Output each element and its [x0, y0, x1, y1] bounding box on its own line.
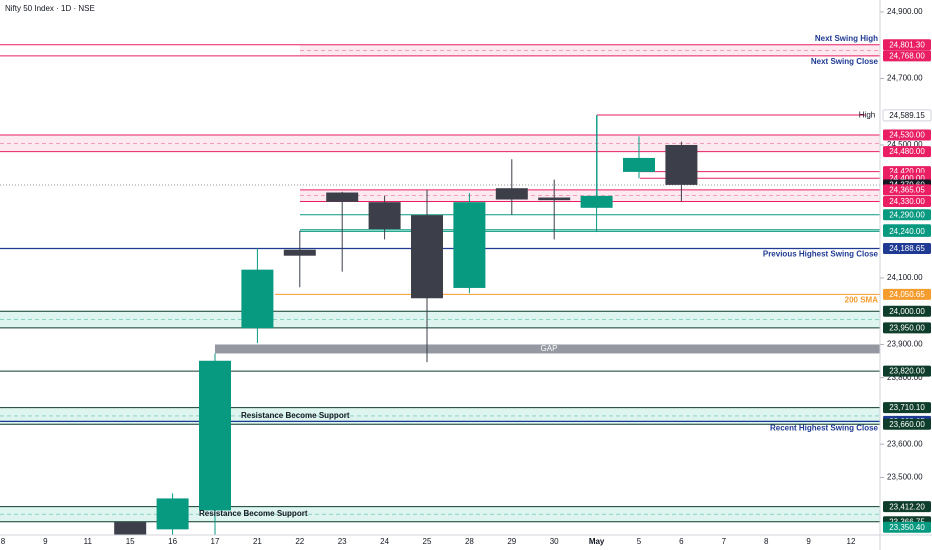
price-badge-label: 24,188.65	[889, 244, 925, 253]
candle-body	[156, 498, 189, 530]
x-tick-label: 28	[465, 537, 474, 546]
candle-body	[665, 144, 698, 185]
y-tick-label: 23,500.00	[887, 473, 923, 482]
chart-title: Nifty 50 Index · 1D · NSE	[5, 4, 95, 13]
price-badge	[883, 195, 931, 207]
price-badge	[883, 365, 931, 377]
x-tick-label: 15	[126, 537, 135, 546]
annotation: Resistance Become Support	[199, 509, 308, 518]
price-badge-label: 24,050.65	[889, 290, 925, 299]
price-badge-label: 24,530.00	[889, 131, 925, 140]
candle-body	[411, 215, 443, 299]
x-tick-label: 8	[764, 537, 769, 546]
x-tick-label: 6	[679, 537, 684, 546]
annotation: Resistance Become Support	[241, 411, 350, 420]
price-badge	[883, 50, 931, 62]
y-tick-label: 24,900.00	[887, 7, 923, 16]
price-badge	[883, 209, 931, 221]
price-badge	[883, 184, 931, 196]
gap-zone	[215, 344, 880, 354]
price-badge	[883, 129, 931, 141]
price-badge-label: 24,000.00	[889, 307, 925, 316]
zone	[0, 311, 880, 328]
zone	[0, 134, 880, 152]
plot-area: GAP Resistance Become Support Resistance B…	[0, 44, 880, 535]
candle-body	[453, 202, 486, 288]
x-tick-label: 9	[806, 537, 811, 546]
price-badge	[883, 418, 931, 430]
price-badge-label: 23,710.10	[889, 403, 925, 412]
y-tick-label: 24,100.00	[887, 273, 923, 282]
x-tick-label: 12	[847, 537, 856, 546]
price-badge-label: 24,330.00	[889, 197, 925, 206]
price-badge	[883, 402, 931, 414]
price-badge-label: 24,801.30	[889, 40, 925, 49]
level-text: Next Swing High	[815, 34, 878, 43]
price-badge-label: 23,412.20	[889, 502, 925, 511]
x-tick-label: May	[589, 537, 605, 546]
level-text: Next Swing Close	[811, 57, 879, 66]
annotation: GAP	[541, 344, 558, 353]
candle-body	[538, 197, 571, 201]
x-tick-label: 8	[1, 537, 6, 546]
candle-body	[326, 192, 359, 202]
x-tick-label: 24	[380, 537, 389, 546]
level-text: High	[859, 110, 875, 119]
price-badge	[882, 109, 932, 122]
price-badge-label: 24,290.00	[889, 210, 925, 219]
candle-body	[283, 249, 316, 256]
price-badge-label: 24,768.00	[889, 51, 925, 60]
x-tick-label: 16	[168, 537, 177, 546]
x-tick-label: 23	[338, 537, 347, 546]
level-text: Recent Highest Swing Close	[770, 424, 879, 433]
x-tick-label: 30	[550, 537, 559, 546]
price-badge-label: 23,660.00	[889, 420, 925, 429]
price-badge	[883, 305, 931, 317]
price-badge	[883, 322, 931, 334]
price-badge	[883, 288, 931, 300]
zone	[300, 229, 880, 232]
price-badge	[883, 242, 931, 254]
x-tick-label: 25	[423, 537, 432, 546]
zone	[0, 506, 880, 522]
candle-body	[199, 360, 231, 511]
price-badge-label: 24,480.00	[889, 147, 925, 156]
price-badge-label: 24,400.00	[889, 174, 925, 183]
candle-body	[114, 522, 147, 535]
y-tick-label: 23,800.00	[887, 373, 923, 382]
level-text: 200 SMA	[845, 295, 879, 304]
price-badge	[883, 225, 931, 237]
y-tick-label: 23,900.00	[887, 340, 923, 349]
y-tick-label: 23,600.00	[887, 439, 923, 448]
x-tick-label: 22	[295, 537, 304, 546]
candle-body	[241, 269, 274, 329]
x-tick-label: 7	[722, 537, 727, 546]
price-badge-label: 24,240.00	[889, 227, 925, 236]
price-badge	[883, 39, 931, 51]
x-tick-label: 17	[211, 537, 220, 546]
price-badge-label: 24,365.05	[889, 185, 925, 194]
price-badge	[883, 501, 931, 513]
price-badge-label: 23,350.40	[889, 523, 925, 532]
candle-body	[495, 188, 528, 200]
x-tick-label: 29	[507, 537, 516, 546]
candle-body	[623, 157, 655, 172]
candle-body	[368, 202, 401, 230]
candle-body	[580, 195, 613, 208]
x-tick-label: 9	[43, 537, 48, 546]
price-badge-label: 24,589.15	[889, 111, 925, 120]
price-badge-label: 23,820.00	[889, 367, 925, 376]
x-tick-label: 21	[253, 537, 262, 546]
price-badge	[883, 521, 931, 533]
axes: 24,900.00 24,700.00 24,500.00 24,100.00 23,9…	[1, 7, 932, 546]
y-tick-label: 24,700.00	[887, 74, 923, 83]
price-badge	[883, 146, 931, 158]
y-tick-label: 24,500.00	[887, 140, 923, 149]
price-badge-label: 23,950.00	[889, 323, 925, 332]
level-text: Previous Highest Swing Close	[763, 250, 879, 259]
x-tick-label: 5	[637, 537, 642, 546]
x-tick-label: 11	[84, 537, 93, 546]
price-badge-label: 24,420.00	[889, 167, 925, 176]
